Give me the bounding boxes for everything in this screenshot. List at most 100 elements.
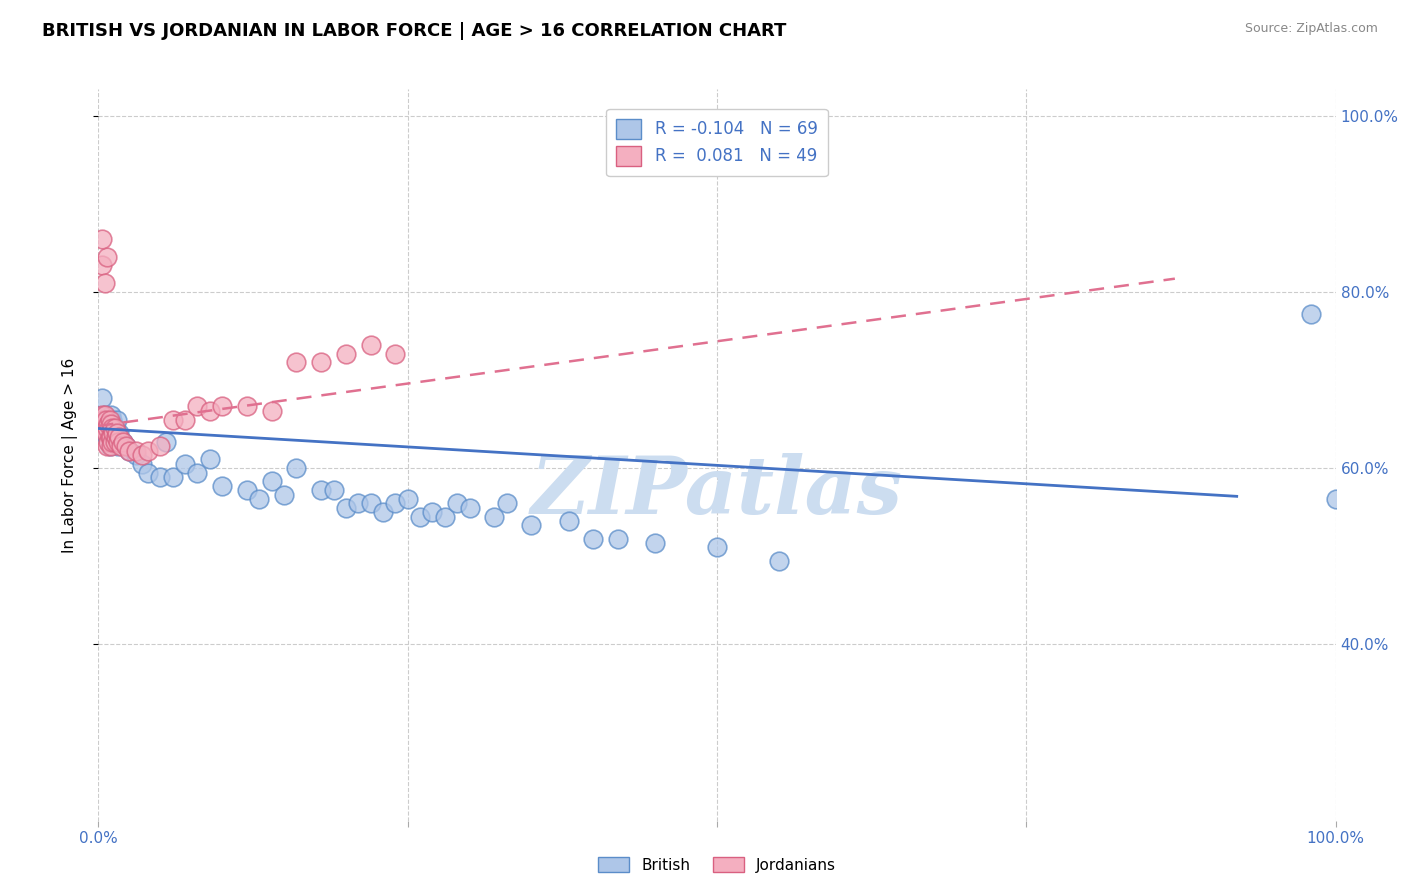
Legend: British, Jordanians: British, Jordanians	[592, 851, 842, 879]
Point	[131, 448, 153, 462]
Point	[155, 434, 177, 449]
Point	[91, 409, 114, 423]
Point	[124, 448, 146, 462]
Point	[236, 483, 259, 498]
Point	[247, 491, 270, 506]
Point	[98, 439, 121, 453]
Point	[335, 500, 357, 515]
Point	[174, 457, 197, 471]
Point	[118, 443, 141, 458]
Point	[322, 483, 344, 498]
Text: BRITISH VS JORDANIAN IN LABOR FORCE | AGE > 16 CORRELATION CHART: BRITISH VS JORDANIAN IN LABOR FORCE | AG…	[42, 22, 786, 40]
Point	[112, 434, 135, 449]
Point	[347, 496, 370, 510]
Point	[273, 487, 295, 501]
Point	[93, 412, 115, 426]
Point	[384, 346, 406, 360]
Point	[104, 425, 127, 440]
Point	[1324, 491, 1347, 506]
Point	[108, 425, 131, 440]
Point	[211, 479, 233, 493]
Point	[557, 514, 579, 528]
Point	[114, 439, 136, 453]
Point	[103, 434, 125, 449]
Point	[97, 412, 120, 426]
Point	[98, 421, 121, 435]
Point	[91, 391, 114, 405]
Point	[100, 439, 122, 453]
Point	[96, 430, 118, 444]
Point	[93, 409, 115, 423]
Point	[484, 509, 506, 524]
Point	[211, 400, 233, 414]
Y-axis label: In Labor Force | Age > 16: In Labor Force | Age > 16	[62, 358, 77, 552]
Point	[136, 443, 159, 458]
Point	[96, 421, 118, 435]
Point	[236, 400, 259, 414]
Point	[103, 430, 125, 444]
Point	[103, 434, 125, 449]
Point	[105, 412, 128, 426]
Point	[174, 412, 197, 426]
Point	[105, 425, 128, 440]
Point	[101, 430, 124, 444]
Point	[198, 452, 221, 467]
Point	[105, 425, 128, 440]
Point	[495, 496, 517, 510]
Point	[706, 541, 728, 555]
Point	[309, 355, 332, 369]
Point	[198, 404, 221, 418]
Point	[93, 425, 115, 440]
Point	[93, 276, 115, 290]
Point	[103, 421, 125, 435]
Point	[97, 434, 120, 449]
Point	[285, 461, 308, 475]
Point	[309, 483, 332, 498]
Point	[149, 470, 172, 484]
Point	[100, 421, 122, 435]
Point	[98, 412, 121, 426]
Point	[644, 536, 666, 550]
Point	[96, 250, 118, 264]
Point	[396, 491, 419, 506]
Point	[458, 500, 481, 515]
Point	[136, 466, 159, 480]
Point	[103, 421, 125, 435]
Point	[162, 412, 184, 426]
Point	[100, 409, 122, 423]
Point	[371, 505, 394, 519]
Point	[433, 509, 456, 524]
Point	[1299, 307, 1322, 321]
Point	[96, 417, 118, 431]
Point	[118, 443, 141, 458]
Point	[607, 532, 630, 546]
Text: Source: ZipAtlas.com: Source: ZipAtlas.com	[1244, 22, 1378, 36]
Point	[335, 346, 357, 360]
Point	[104, 430, 127, 444]
Point	[110, 434, 132, 449]
Point	[100, 430, 122, 444]
Text: ZIPatlas: ZIPatlas	[531, 453, 903, 530]
Point	[91, 232, 114, 246]
Point	[186, 466, 208, 480]
Point	[360, 338, 382, 352]
Point	[103, 417, 125, 431]
Point	[98, 430, 121, 444]
Point	[409, 509, 432, 524]
Point	[91, 259, 114, 273]
Point	[285, 355, 308, 369]
Point	[94, 425, 117, 440]
Point	[149, 439, 172, 453]
Point	[96, 439, 118, 453]
Point	[360, 496, 382, 510]
Point	[520, 518, 543, 533]
Point	[100, 434, 122, 449]
Point	[422, 505, 444, 519]
Point	[93, 421, 115, 435]
Point	[446, 496, 468, 510]
Point	[103, 425, 125, 440]
Point	[100, 417, 122, 431]
Point	[260, 404, 283, 418]
Point	[101, 434, 124, 449]
Point	[582, 532, 605, 546]
